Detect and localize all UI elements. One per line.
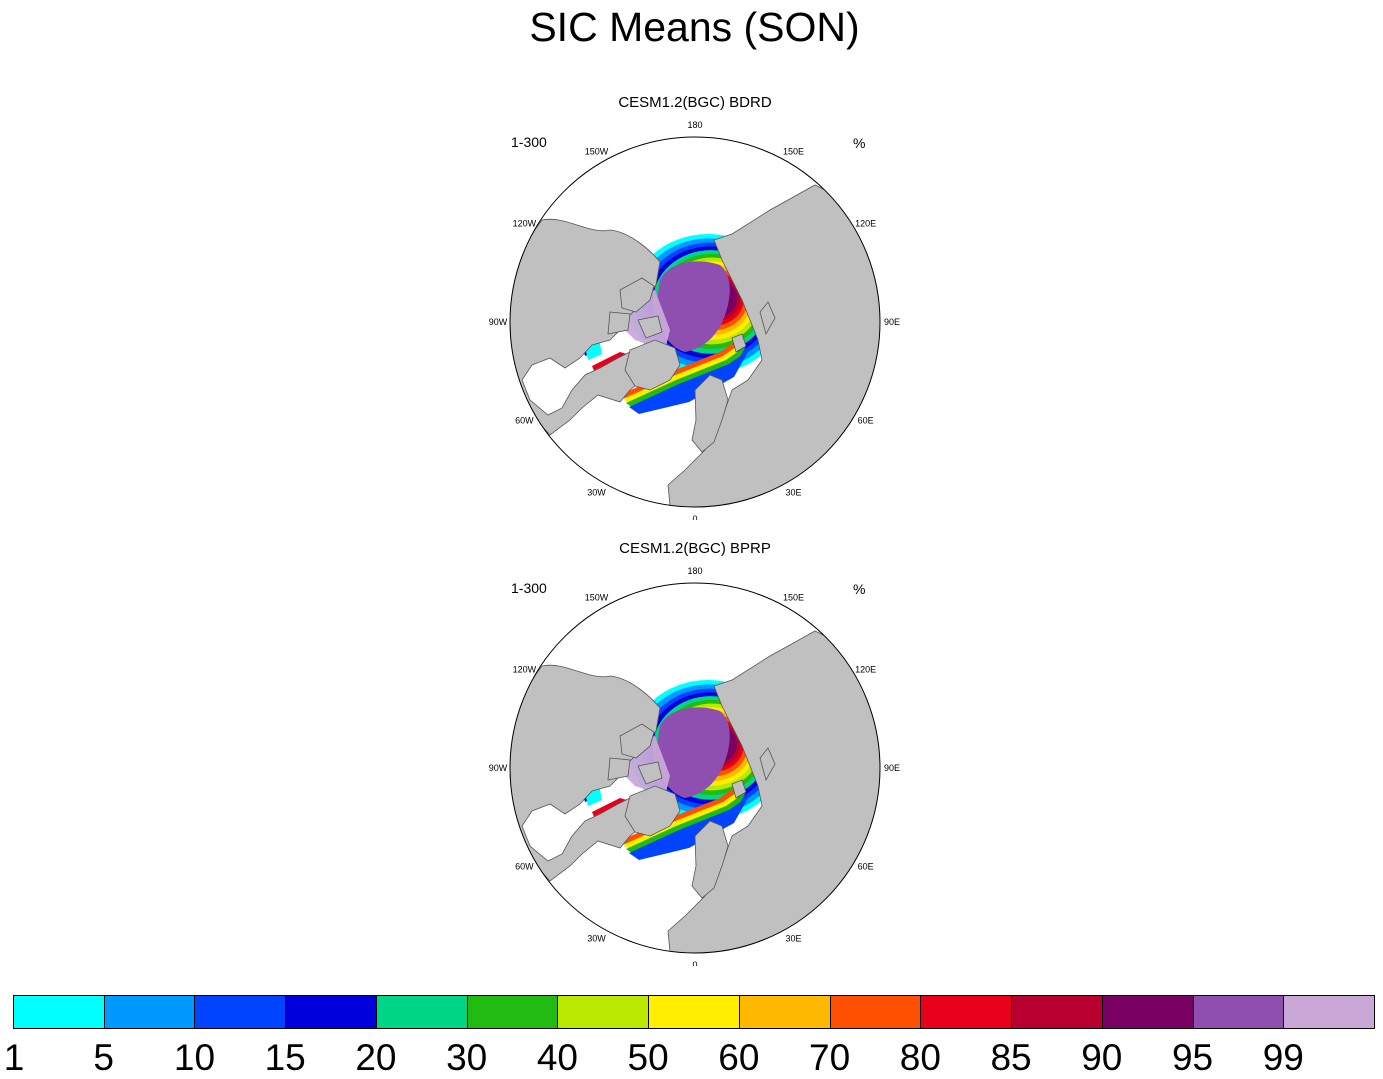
ice-strip: [623, 342, 743, 406]
longitude-label: 180: [687, 120, 702, 130]
units-label: %: [853, 135, 866, 151]
colorbar-swatch: [375, 995, 468, 1029]
longitude-label: 60E: [858, 862, 874, 872]
landmass: [607, 311, 631, 335]
colorbar-label: 10: [173, 1037, 216, 1078]
longitude-label: 0: [692, 960, 697, 966]
colorbar-label: 15: [264, 1037, 306, 1078]
landmass: [637, 315, 663, 339]
map-layer: [510, 583, 880, 953]
longitude-label: 150E: [783, 592, 804, 602]
colorbar-label: 80: [899, 1037, 941, 1078]
longitude-label: 120W: [513, 665, 537, 675]
colorbar-swatch: [1011, 995, 1103, 1029]
colorbar-swatch: [738, 995, 831, 1029]
colorbar-label: 40: [536, 1037, 578, 1078]
time-range-label: 1-300: [511, 580, 547, 596]
longitude-label: 0: [692, 514, 697, 520]
colorbar-label: 50: [627, 1037, 669, 1078]
longitude-label: 30E: [785, 488, 801, 498]
ice-strip: [626, 792, 746, 856]
units-label: %: [853, 581, 866, 597]
ice-strip: [629, 796, 749, 860]
panel-title: CESM1.2(BGC) BPRP: [619, 540, 771, 557]
landmass: [691, 820, 729, 899]
longitude-label: 90E: [884, 763, 900, 773]
colorbar-swatch: [194, 995, 287, 1029]
longitude-label: 90W: [489, 317, 508, 327]
polar-map: 180 150E 120E 90E 60E 30E 0 30W 60W 90W 120W 150W: [489, 566, 900, 966]
panel-title: CESM1.2(BGC) BDRD: [618, 94, 772, 111]
colorbar-label: 60: [718, 1037, 760, 1078]
colorbar-label: 30: [446, 1037, 488, 1078]
colorbar-label: 95: [1171, 1037, 1214, 1078]
landmass: [637, 761, 663, 785]
time-range-label: 1-300: [511, 134, 547, 150]
colorbar: [13, 995, 1375, 1031]
map-boundary: [509, 136, 881, 508]
longitude-label: 120E: [855, 665, 876, 675]
land-layer: [510, 184, 880, 507]
colorbar-label: 99: [1262, 1037, 1304, 1078]
colorbar-swatch: [829, 995, 922, 1029]
landmass: [759, 747, 776, 782]
longitude-label: 30W: [587, 934, 606, 944]
colorbar-label: 85: [990, 1037, 1032, 1078]
landmass: [607, 757, 631, 781]
longitude-label: 30W: [587, 488, 606, 498]
ice-strip: [629, 350, 749, 414]
longitude-label: 150W: [585, 146, 609, 156]
ice-strip: [623, 788, 743, 852]
ice-core: [655, 261, 730, 352]
colorbar-label: 1: [3, 1037, 25, 1078]
map-panel-bdrd: CESM1.2(BGC) BDRD 1-300 % 180 150E 120E 90E…: [470, 90, 920, 520]
landmass: [619, 277, 655, 313]
colorbar-label: 20: [355, 1037, 397, 1078]
landmass: [731, 779, 747, 799]
colorbar-swatch: [648, 995, 740, 1029]
colorbar-swatch: [285, 995, 377, 1029]
landmass: [691, 374, 729, 453]
colorbar-swatch: [920, 995, 1013, 1029]
ice-strip: [626, 346, 746, 410]
longitude-label: 60W: [515, 862, 534, 872]
figure-title: SIC Means (SON): [529, 4, 860, 50]
colorbar-swatch: [1192, 995, 1285, 1029]
longitude-label: 180: [687, 566, 702, 576]
landmass: [759, 301, 776, 336]
longitude-label: 60E: [858, 416, 874, 426]
landmass: [624, 339, 681, 391]
land-layer: [510, 630, 880, 953]
map-panel-bprp: CESM1.2(BGC) BPRP 1-300 % 180 150E 120E 90E…: [470, 536, 920, 966]
polar-map: 180 150E 120E 90E 60E 30E 0 30W 60W 90W 120W 150W: [489, 120, 900, 520]
colorbar-swatch: [103, 995, 196, 1029]
landmass: [619, 723, 655, 759]
colorbar-swatch: [1283, 995, 1375, 1029]
colorbar-swatch: [13, 995, 105, 1029]
longitude-label: 150E: [783, 146, 804, 156]
longitude-label: 90W: [489, 763, 508, 773]
longitude-label: 30E: [785, 934, 801, 944]
map-layer: [510, 137, 880, 507]
map-boundary: [509, 582, 881, 954]
landmass: [624, 785, 681, 837]
colorbar-swatch: [1101, 995, 1194, 1029]
longitude-label: 120E: [855, 219, 876, 229]
longitude-label: 120W: [513, 219, 537, 229]
colorbar-label: 90: [1081, 1037, 1123, 1078]
colorbar-label: 5: [93, 1037, 115, 1078]
ice-core: [655, 707, 730, 798]
colorbar-swatch: [557, 995, 650, 1029]
colorbar-swatch: [466, 995, 559, 1029]
landmass: [731, 333, 747, 353]
longitude-label: 150W: [585, 592, 609, 602]
longitude-label: 90E: [884, 317, 900, 327]
colorbar-label: 70: [809, 1037, 851, 1078]
longitude-label: 60W: [515, 416, 534, 426]
